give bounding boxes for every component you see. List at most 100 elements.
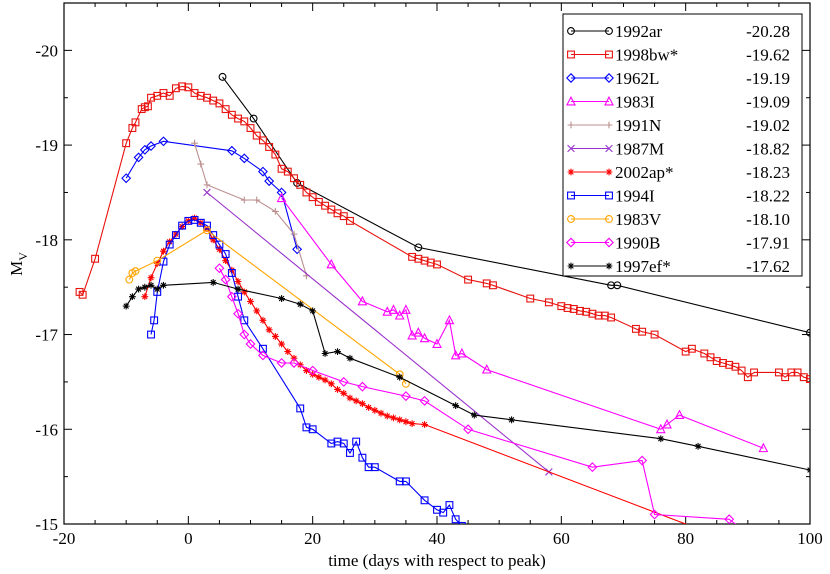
data-point-1998bw [240,117,249,126]
data-point-1997ef [346,354,354,362]
series-1991n [191,139,310,280]
data-point-1994i [203,221,211,230]
data-point-2002ap [284,348,292,355]
legend-peak-value: -17.62 [746,257,790,276]
data-point-1994i [445,501,454,510]
data-point-2002ap [340,389,348,397]
data-point-1992ar [613,281,622,290]
data-point-1998bw [687,344,696,353]
data-point-1994i [401,477,410,486]
data-point-2002ap [402,418,410,426]
data-point-1983i [394,309,405,320]
data-point-1998bw [171,84,180,93]
data-point-1990b [744,529,752,537]
data-point-1990b [419,395,430,406]
data-point-1994i [358,453,367,462]
data-point-1998bw [408,252,417,261]
data-point-1998bw [787,368,796,377]
legend-marker [605,121,613,129]
data-point-1998bw [650,330,659,339]
data-point-1998bw [234,114,243,123]
data-point-1998bw [563,304,572,312]
data-point-1997ef [396,373,404,381]
data-point-1998bw [131,118,140,127]
legend-peak-value: -19.09 [746,93,790,112]
data-point-2002ap [390,414,397,422]
data-point-1998bw [806,375,810,384]
data-point-1994i [457,521,466,524]
data-point-1997ef [160,281,167,289]
data-point-1998bw [569,305,578,313]
data-point-1998bw [781,373,790,382]
data-point-1962l [276,187,287,198]
data-point-1990b [220,274,231,285]
data-point-1998bw [712,357,721,366]
series-1962l [121,136,303,255]
legend-marker [566,95,576,106]
data-point-1998bw [582,307,591,316]
data-point-2002ap [315,373,323,381]
data-point-1994i [234,292,243,301]
data-point-1962l [239,153,250,164]
legend-item-1992ar: 1992ar -20.28 [567,22,790,41]
data-point-2002ap [334,386,341,393]
data-point-1992ar [218,72,227,81]
data-point-1962l [139,144,150,155]
data-point-1998bw [557,302,566,311]
data-point-1990b [239,329,250,340]
data-point-1994i [370,463,379,472]
data-point-1998bw [725,360,734,369]
data-point-1983i [481,363,492,374]
data-point-1992ar [806,328,810,337]
data-point-1991n [253,196,261,204]
x-tick-label: 0 [184,529,193,548]
data-point-1992ar [414,243,423,252]
data-point-1998bw [221,105,230,114]
data-point-1962l [121,173,132,184]
legend-item-2002ap: 2002ap* -18.23 [567,163,790,182]
data-point-1983i [419,332,430,343]
legend-item-1997ef: 1997ef* -17.62 [567,257,790,276]
data-point-1997ef [135,285,142,293]
data-point-1998bw [743,373,752,382]
data-point-2002ap [222,257,230,265]
legend-peak-value: -18.10 [746,210,790,229]
data-point-1997ef [657,435,665,443]
data-point-1994i [327,439,336,448]
data-point-1983i [456,347,467,358]
legend-marker [567,262,575,270]
data-point-1990b [649,509,660,520]
legend-peak-value: -19.19 [746,69,790,88]
data-point-1990b [637,455,648,466]
data-point-2002ap [321,376,329,384]
data-point-1998bw [681,347,690,356]
data-point-1997ef [209,279,217,286]
data-point-1998bw [799,373,808,382]
data-point-2002ap [191,214,198,222]
data-point-1997ef [153,285,161,293]
data-point-1962l [264,176,275,187]
data-point-1998bw [526,294,535,303]
data-point-1998bw [296,180,305,189]
legend-marker [605,144,613,153]
y-axis-label: MV [7,252,30,276]
data-point-2002ap [408,420,416,427]
data-point-1998bw [339,212,348,221]
series-line-1983v [128,229,407,385]
data-point-1997ef [452,402,460,409]
legend-item-1987m: 1987M -18.82 [567,140,790,159]
series-1998bw [75,82,810,384]
data-point-2002ap [253,307,261,315]
legend-marker [567,168,575,176]
legend-label: 1962L [615,69,659,88]
data-point-2002ap [153,260,161,267]
data-point-1997ef [278,295,285,302]
data-point-1998bw [283,167,292,176]
data-point-1998bw [290,174,298,183]
data-point-1994i [184,216,193,225]
series-1987m [203,188,553,476]
data-point-1990b [214,263,225,274]
data-point-1997ef [470,411,478,419]
data-point-1998bw [302,188,311,197]
data-point-1994i [209,231,218,240]
